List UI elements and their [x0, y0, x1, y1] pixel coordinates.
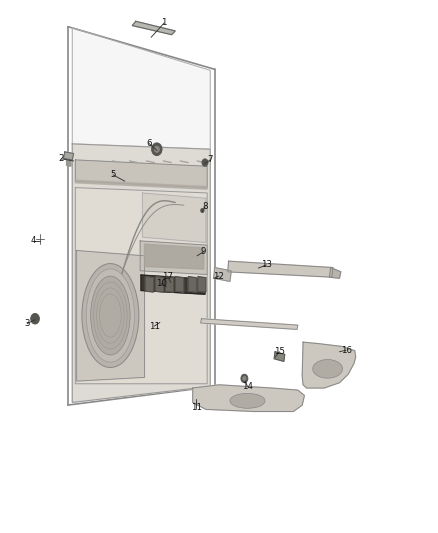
Text: 17: 17: [162, 272, 173, 280]
Polygon shape: [140, 241, 207, 274]
Text: 14: 14: [242, 382, 253, 391]
Text: 6: 6: [146, 139, 152, 148]
Polygon shape: [72, 144, 210, 402]
Polygon shape: [228, 261, 333, 277]
Polygon shape: [132, 21, 175, 35]
Text: 1: 1: [162, 19, 167, 27]
Text: 8: 8: [202, 203, 208, 211]
Circle shape: [154, 146, 159, 152]
Circle shape: [241, 374, 248, 383]
Polygon shape: [155, 277, 163, 292]
Polygon shape: [64, 152, 74, 160]
Text: 3: 3: [25, 319, 30, 328]
Polygon shape: [77, 251, 145, 381]
Ellipse shape: [230, 393, 265, 408]
Text: 10: 10: [155, 279, 167, 288]
Polygon shape: [75, 188, 207, 384]
Polygon shape: [193, 385, 304, 411]
Polygon shape: [198, 277, 206, 292]
Polygon shape: [145, 244, 204, 269]
Text: 7: 7: [208, 156, 213, 164]
Text: 4: 4: [30, 237, 35, 245]
Text: 16: 16: [340, 346, 352, 354]
Circle shape: [243, 376, 246, 381]
Polygon shape: [142, 193, 206, 243]
Polygon shape: [75, 160, 207, 188]
Text: 15: 15: [274, 348, 285, 356]
Ellipse shape: [86, 269, 134, 362]
Polygon shape: [145, 277, 153, 292]
Polygon shape: [214, 268, 231, 281]
Ellipse shape: [82, 263, 139, 368]
Polygon shape: [302, 342, 356, 388]
Ellipse shape: [313, 360, 343, 378]
Polygon shape: [166, 277, 173, 292]
Polygon shape: [72, 28, 210, 149]
Circle shape: [31, 313, 39, 324]
Circle shape: [202, 159, 208, 166]
Ellipse shape: [91, 276, 130, 355]
Polygon shape: [176, 277, 184, 292]
Polygon shape: [201, 319, 298, 329]
Text: 11: 11: [148, 322, 160, 330]
Polygon shape: [75, 180, 207, 189]
Text: 12: 12: [213, 272, 225, 280]
Circle shape: [201, 208, 204, 213]
Text: 13: 13: [261, 261, 272, 269]
Polygon shape: [188, 277, 196, 292]
Text: 5: 5: [110, 171, 116, 179]
Text: 11: 11: [191, 403, 202, 412]
Text: 9: 9: [201, 247, 206, 256]
Polygon shape: [329, 268, 341, 278]
Polygon shape: [67, 160, 71, 166]
Circle shape: [152, 143, 162, 156]
Text: 2: 2: [59, 155, 64, 163]
Polygon shape: [141, 275, 205, 294]
Polygon shape: [274, 352, 285, 361]
